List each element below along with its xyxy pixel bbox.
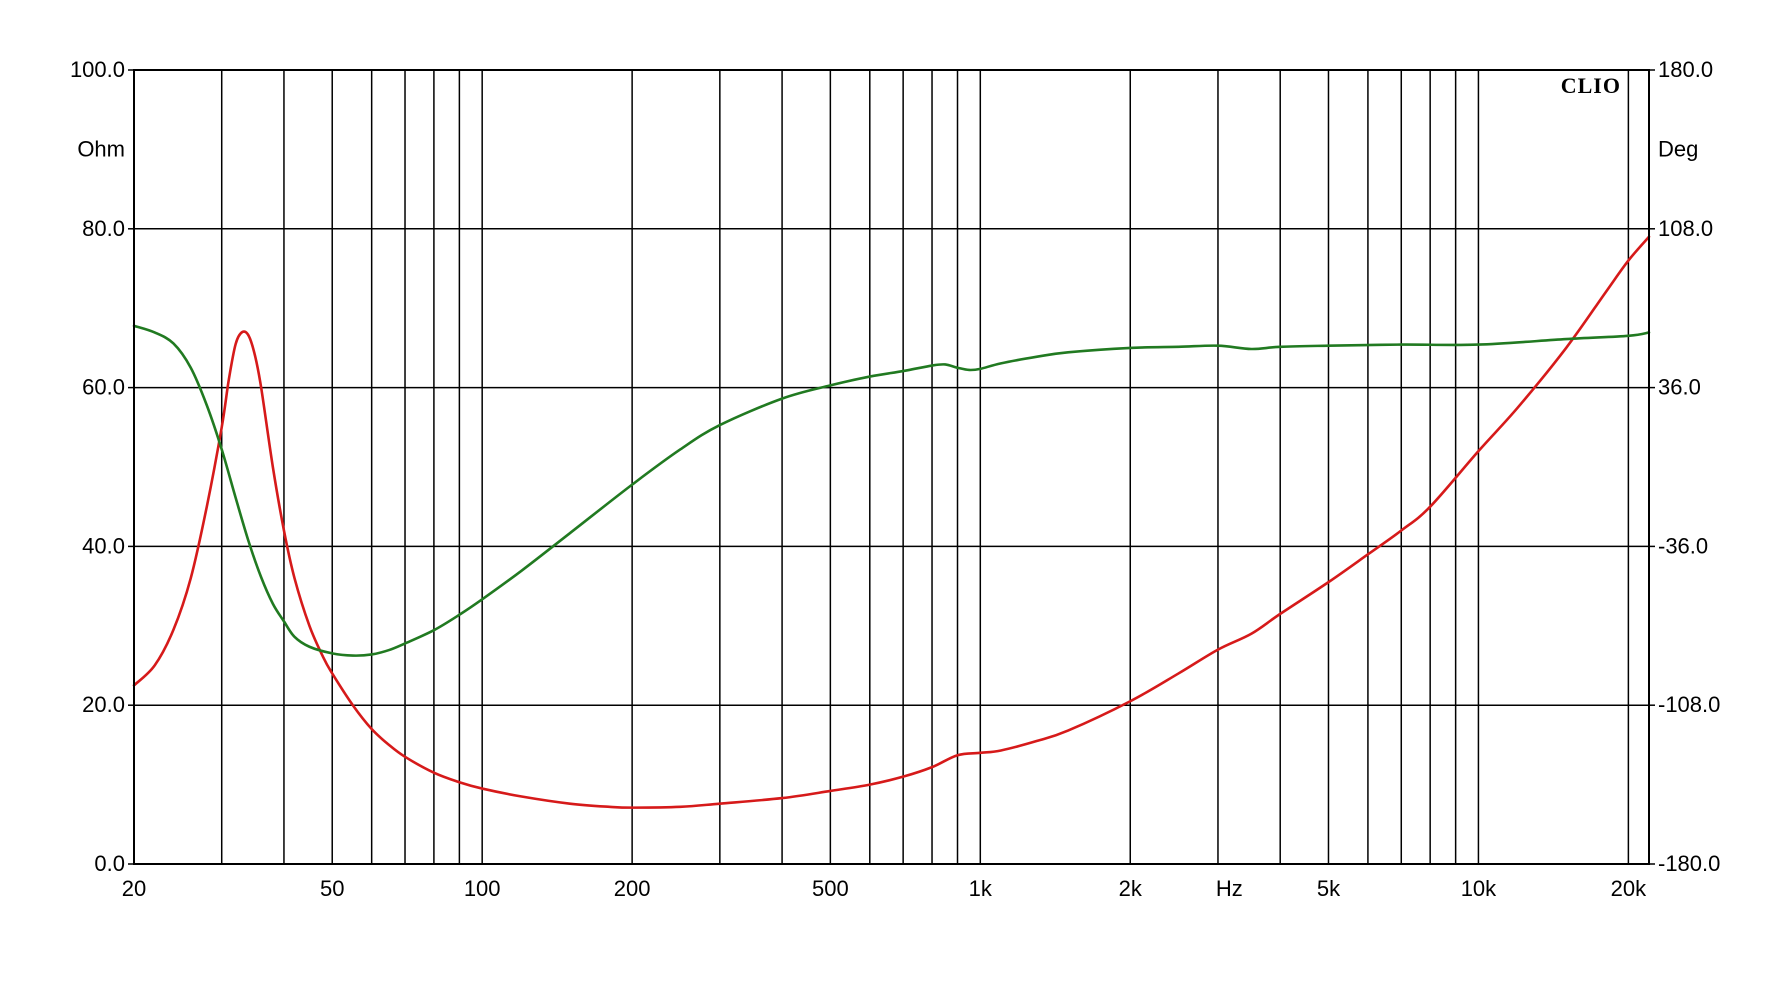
- x-tick-label: 20k: [1611, 876, 1647, 901]
- y-left-tick-label: 40.0: [82, 533, 125, 558]
- x-tick-label: 5k: [1317, 876, 1341, 901]
- impedance-series-line: [132, 235, 1651, 809]
- y-right-tick-label: 36.0: [1658, 375, 1701, 400]
- brand-label: CLIO: [1561, 73, 1621, 98]
- x-unit-label: Hz: [1216, 876, 1243, 901]
- x-tick-label: 100: [464, 876, 501, 901]
- x-tick-label: 1k: [969, 876, 993, 901]
- y-left-tick-label: 80.0: [82, 216, 125, 241]
- y-left-tick-label: 60.0: [82, 375, 125, 400]
- y-left-tick-label: 20.0: [82, 692, 125, 717]
- series-layer: [132, 235, 1651, 809]
- x-tick-label: 10k: [1461, 876, 1497, 901]
- y-right-tick-label: -36.0: [1658, 533, 1708, 558]
- plot-frame: [133, 69, 1650, 865]
- y-right-tick-label: -180.0: [1658, 851, 1720, 876]
- y-left-tick-label: 0.0: [94, 851, 125, 876]
- y-right-tick-label: 108.0: [1658, 216, 1713, 241]
- x-tick-label: 2k: [1119, 876, 1143, 901]
- x-tick-label: 200: [614, 876, 651, 901]
- y-right-tick-label: 180.0: [1658, 57, 1713, 82]
- x-tick-label: 20: [122, 876, 146, 901]
- y-right-unit-label: Deg: [1658, 136, 1698, 161]
- x-tick-label: 50: [320, 876, 344, 901]
- x-tick-label: 500: [812, 876, 849, 901]
- grid: [134, 70, 1649, 864]
- phase-series-line: [132, 324, 1651, 657]
- axis-labels: 0.0 20.0 40.0 60.0 80.0 100.0 Ohm -180.0 -108.0 -…: [70, 57, 1720, 901]
- y-left-tick-label: 100.0: [70, 57, 125, 82]
- y-right-tick-label: -108.0: [1658, 692, 1720, 717]
- y-left-unit-label: Ohm: [77, 136, 125, 161]
